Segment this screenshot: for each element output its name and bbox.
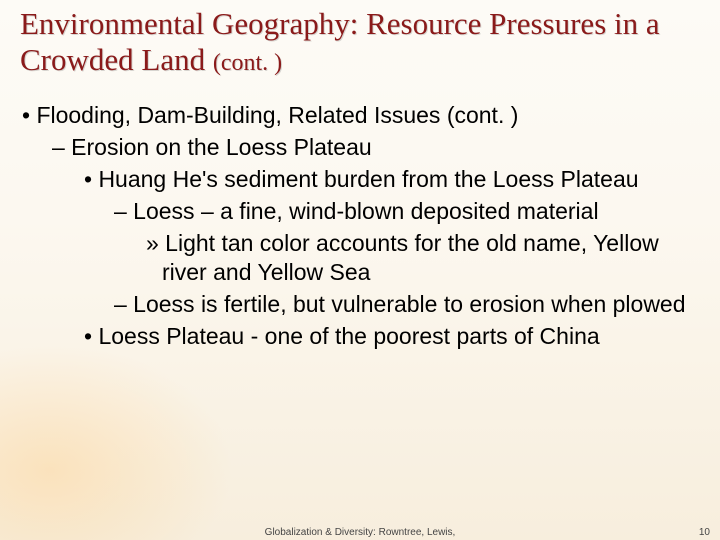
slide-title: Environmental Geography: Resource Pressu… (20, 6, 700, 77)
slide-body: • Flooding, Dam-Building, Related Issues… (20, 101, 700, 349)
bullet-l1: • Flooding, Dam-Building, Related Issues… (20, 101, 700, 129)
bullet-l4: – Loess – a fine, wind-blown deposited m… (20, 197, 700, 225)
bullet-l4: – Loess is fertile, but vulnerable to er… (20, 290, 700, 318)
bullet-l2: – Erosion on the Loess Plateau (20, 133, 700, 161)
title-main: Environmental Geography: Resource Pressu… (20, 6, 660, 77)
footer-text: Globalization & Diversity: Rowntree, Lew… (0, 527, 720, 538)
page-number: 10 (699, 527, 710, 538)
bullet-l5: » Light tan color accounts for the old n… (20, 229, 700, 285)
bullet-l3: • Huang He's sediment burden from the Lo… (20, 165, 700, 193)
title-cont: (cont. ) (213, 50, 282, 76)
bullet-l3: • Loess Plateau - one of the poorest par… (20, 322, 700, 350)
slide: Environmental Geography: Resource Pressu… (0, 0, 720, 540)
